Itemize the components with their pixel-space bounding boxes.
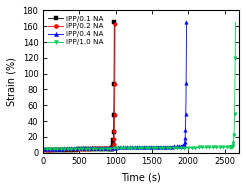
iPP/0.4 NA: [174, 145, 177, 148]
iPP/1.0 NA: [221, 146, 224, 148]
iPP/0.2 NA: [91, 147, 94, 149]
iPP/0.1 NA: [58, 149, 61, 151]
iPP/1.0 NA: [132, 147, 135, 149]
iPP/0.4 NA: [43, 148, 46, 150]
iPP/0.1 NA: [72, 148, 75, 151]
iPP/0.4 NA: [169, 145, 172, 148]
iPP/1.0 NA: [234, 21, 237, 23]
iPP/0.2 NA: [42, 149, 45, 151]
iPP/0.2 NA: [71, 148, 74, 150]
Y-axis label: Strain (%): Strain (%): [7, 57, 17, 106]
Line: iPP/0.1 NA: iPP/0.1 NA: [42, 21, 116, 152]
Line: iPP/1.0 NA: iPP/1.0 NA: [42, 21, 237, 151]
iPP/0.2 NA: [114, 23, 117, 25]
X-axis label: Time (s): Time (s): [121, 172, 161, 182]
iPP/0.1 NA: [112, 124, 115, 126]
iPP/0.1 NA: [71, 149, 74, 151]
iPP/1.0 NA: [42, 148, 45, 150]
iPP/0.1 NA: [42, 149, 45, 151]
iPP/0.4 NA: [50, 148, 53, 150]
iPP/0.1 NA: [90, 148, 93, 150]
iPP/1.0 NA: [76, 148, 79, 150]
iPP/0.2 NA: [58, 148, 61, 150]
Line: iPP/0.4 NA: iPP/0.4 NA: [42, 21, 188, 151]
iPP/1.0 NA: [89, 148, 92, 150]
iPP/0.2 NA: [113, 123, 116, 126]
iPP/0.1 NA: [75, 148, 78, 151]
Legend: iPP/0.1 NA, iPP/0.2 NA, iPP/0.4 NA, iPP/1.0 NA: iPP/0.1 NA, iPP/0.2 NA, iPP/0.4 NA, iPP/…: [47, 14, 105, 46]
iPP/1.0 NA: [88, 148, 91, 150]
iPP/0.2 NA: [76, 148, 78, 150]
iPP/0.4 NA: [185, 21, 188, 23]
iPP/0.1 NA: [113, 21, 116, 23]
iPP/0.4 NA: [183, 141, 186, 143]
Line: iPP/0.2 NA: iPP/0.2 NA: [42, 22, 117, 152]
iPP/0.2 NA: [72, 148, 75, 150]
iPP/0.4 NA: [42, 148, 45, 150]
iPP/0.4 NA: [139, 146, 142, 148]
iPP/1.0 NA: [189, 146, 192, 149]
